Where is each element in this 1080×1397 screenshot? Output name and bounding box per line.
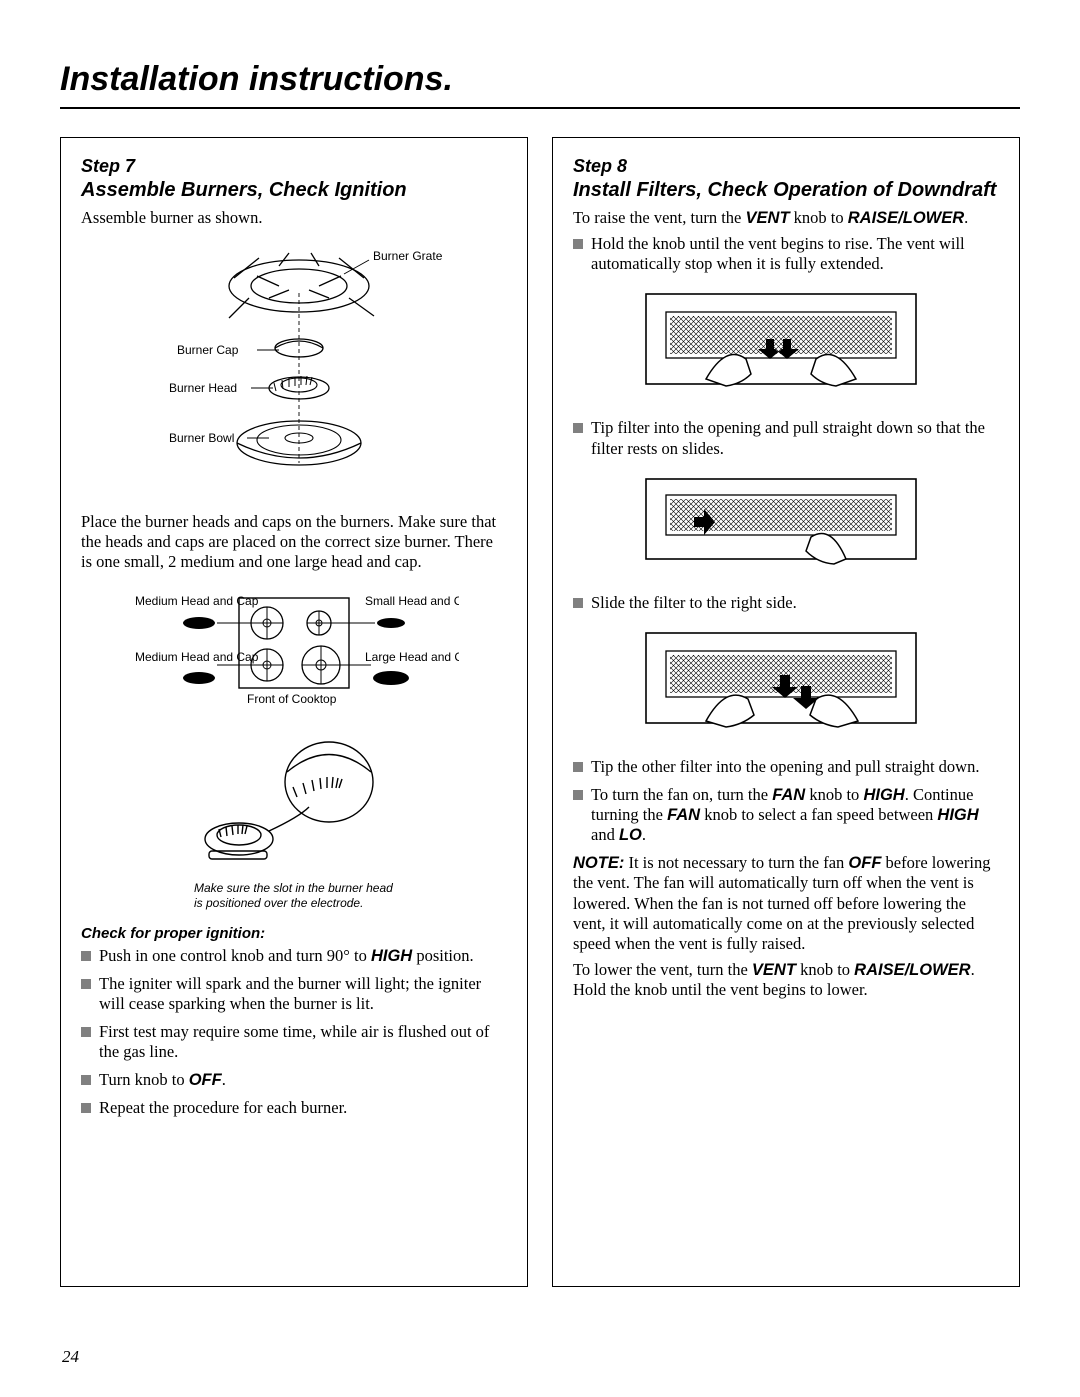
step8-bullet1: Hold the knob until the vent begins to r…	[573, 234, 999, 274]
step7-bullet1: Push in one control knob and turn 90° to…	[81, 946, 507, 966]
step8-bullet2: Tip filter into the opening and pull str…	[573, 418, 999, 458]
svg-text:Front of Cooktop: Front of Cooktop	[247, 692, 337, 706]
step8-p1: To raise the vent, turn the VENT knob to…	[573, 208, 999, 228]
step8-title: Install Filters, Check Operation of Down…	[573, 179, 999, 202]
vent-figure-2	[573, 469, 999, 579]
step7-bullet5: Repeat the procedure for each burner.	[81, 1098, 507, 1118]
label-grate: Burner Grate	[373, 249, 443, 263]
burner-head-electrode-figure: Make sure the slot in the burner head is…	[81, 727, 507, 911]
vent-figure-3	[573, 623, 999, 743]
svg-text:Medium Head and Cap: Medium Head and Cap	[135, 594, 259, 608]
fig3-caption: Make sure the slot in the burner head is…	[194, 881, 394, 911]
check-ignition-heading: Check for proper ignition:	[81, 925, 507, 942]
step8-bullet4: Tip the other filter into the opening an…	[573, 757, 999, 777]
step7-intro: Assemble burner as shown.	[81, 208, 507, 228]
cooktop-layout-figure: Medium Head and Cap Small Head and Cap M…	[81, 583, 507, 713]
step8-note: NOTE: It is not necessary to turn the fa…	[573, 853, 999, 954]
title-rule	[60, 107, 1020, 109]
step7-bullet2: The igniter will spark and the burner wi…	[81, 974, 507, 1014]
svg-text:Medium Head and Cap: Medium Head and Cap	[135, 650, 259, 664]
step8-panel: Step 8 Install Filters, Check Operation …	[552, 137, 1020, 1287]
page-title: Installation instructions.	[60, 60, 1020, 99]
vent-figure-1	[573, 284, 999, 404]
step8-last: To lower the vent, turn the VENT knob to…	[573, 960, 999, 1000]
step7-bullet4: Turn knob to OFF.	[81, 1070, 507, 1090]
two-column-layout: Step 7 Assemble Burners, Check Ignition …	[60, 137, 1020, 1287]
step8-bullet5: To turn the fan on, turn the FAN knob to…	[573, 785, 999, 845]
svg-text:Large Head and Cap: Large Head and Cap	[365, 650, 459, 664]
step8-bullet3: Slide the filter to the right side.	[573, 593, 999, 613]
step7-label: Step 7	[81, 156, 507, 177]
step8-label: Step 8	[573, 156, 999, 177]
page-number: 24	[62, 1347, 79, 1367]
burner-exploded-figure: Burner Grate Burner Cap Burner Head Burn…	[81, 238, 507, 498]
step7-bullet3: First test may require some time, while …	[81, 1022, 507, 1062]
svg-text:Small Head and Cap: Small Head and Cap	[365, 594, 459, 608]
label-cap: Burner Cap	[177, 343, 239, 357]
label-bowl: Burner Bowl	[169, 431, 234, 445]
step7-panel: Step 7 Assemble Burners, Check Ignition …	[60, 137, 528, 1287]
step7-title: Assemble Burners, Check Ignition	[81, 179, 507, 202]
label-head: Burner Head	[169, 381, 237, 395]
step7-para2: Place the burner heads and caps on the b…	[81, 512, 507, 572]
